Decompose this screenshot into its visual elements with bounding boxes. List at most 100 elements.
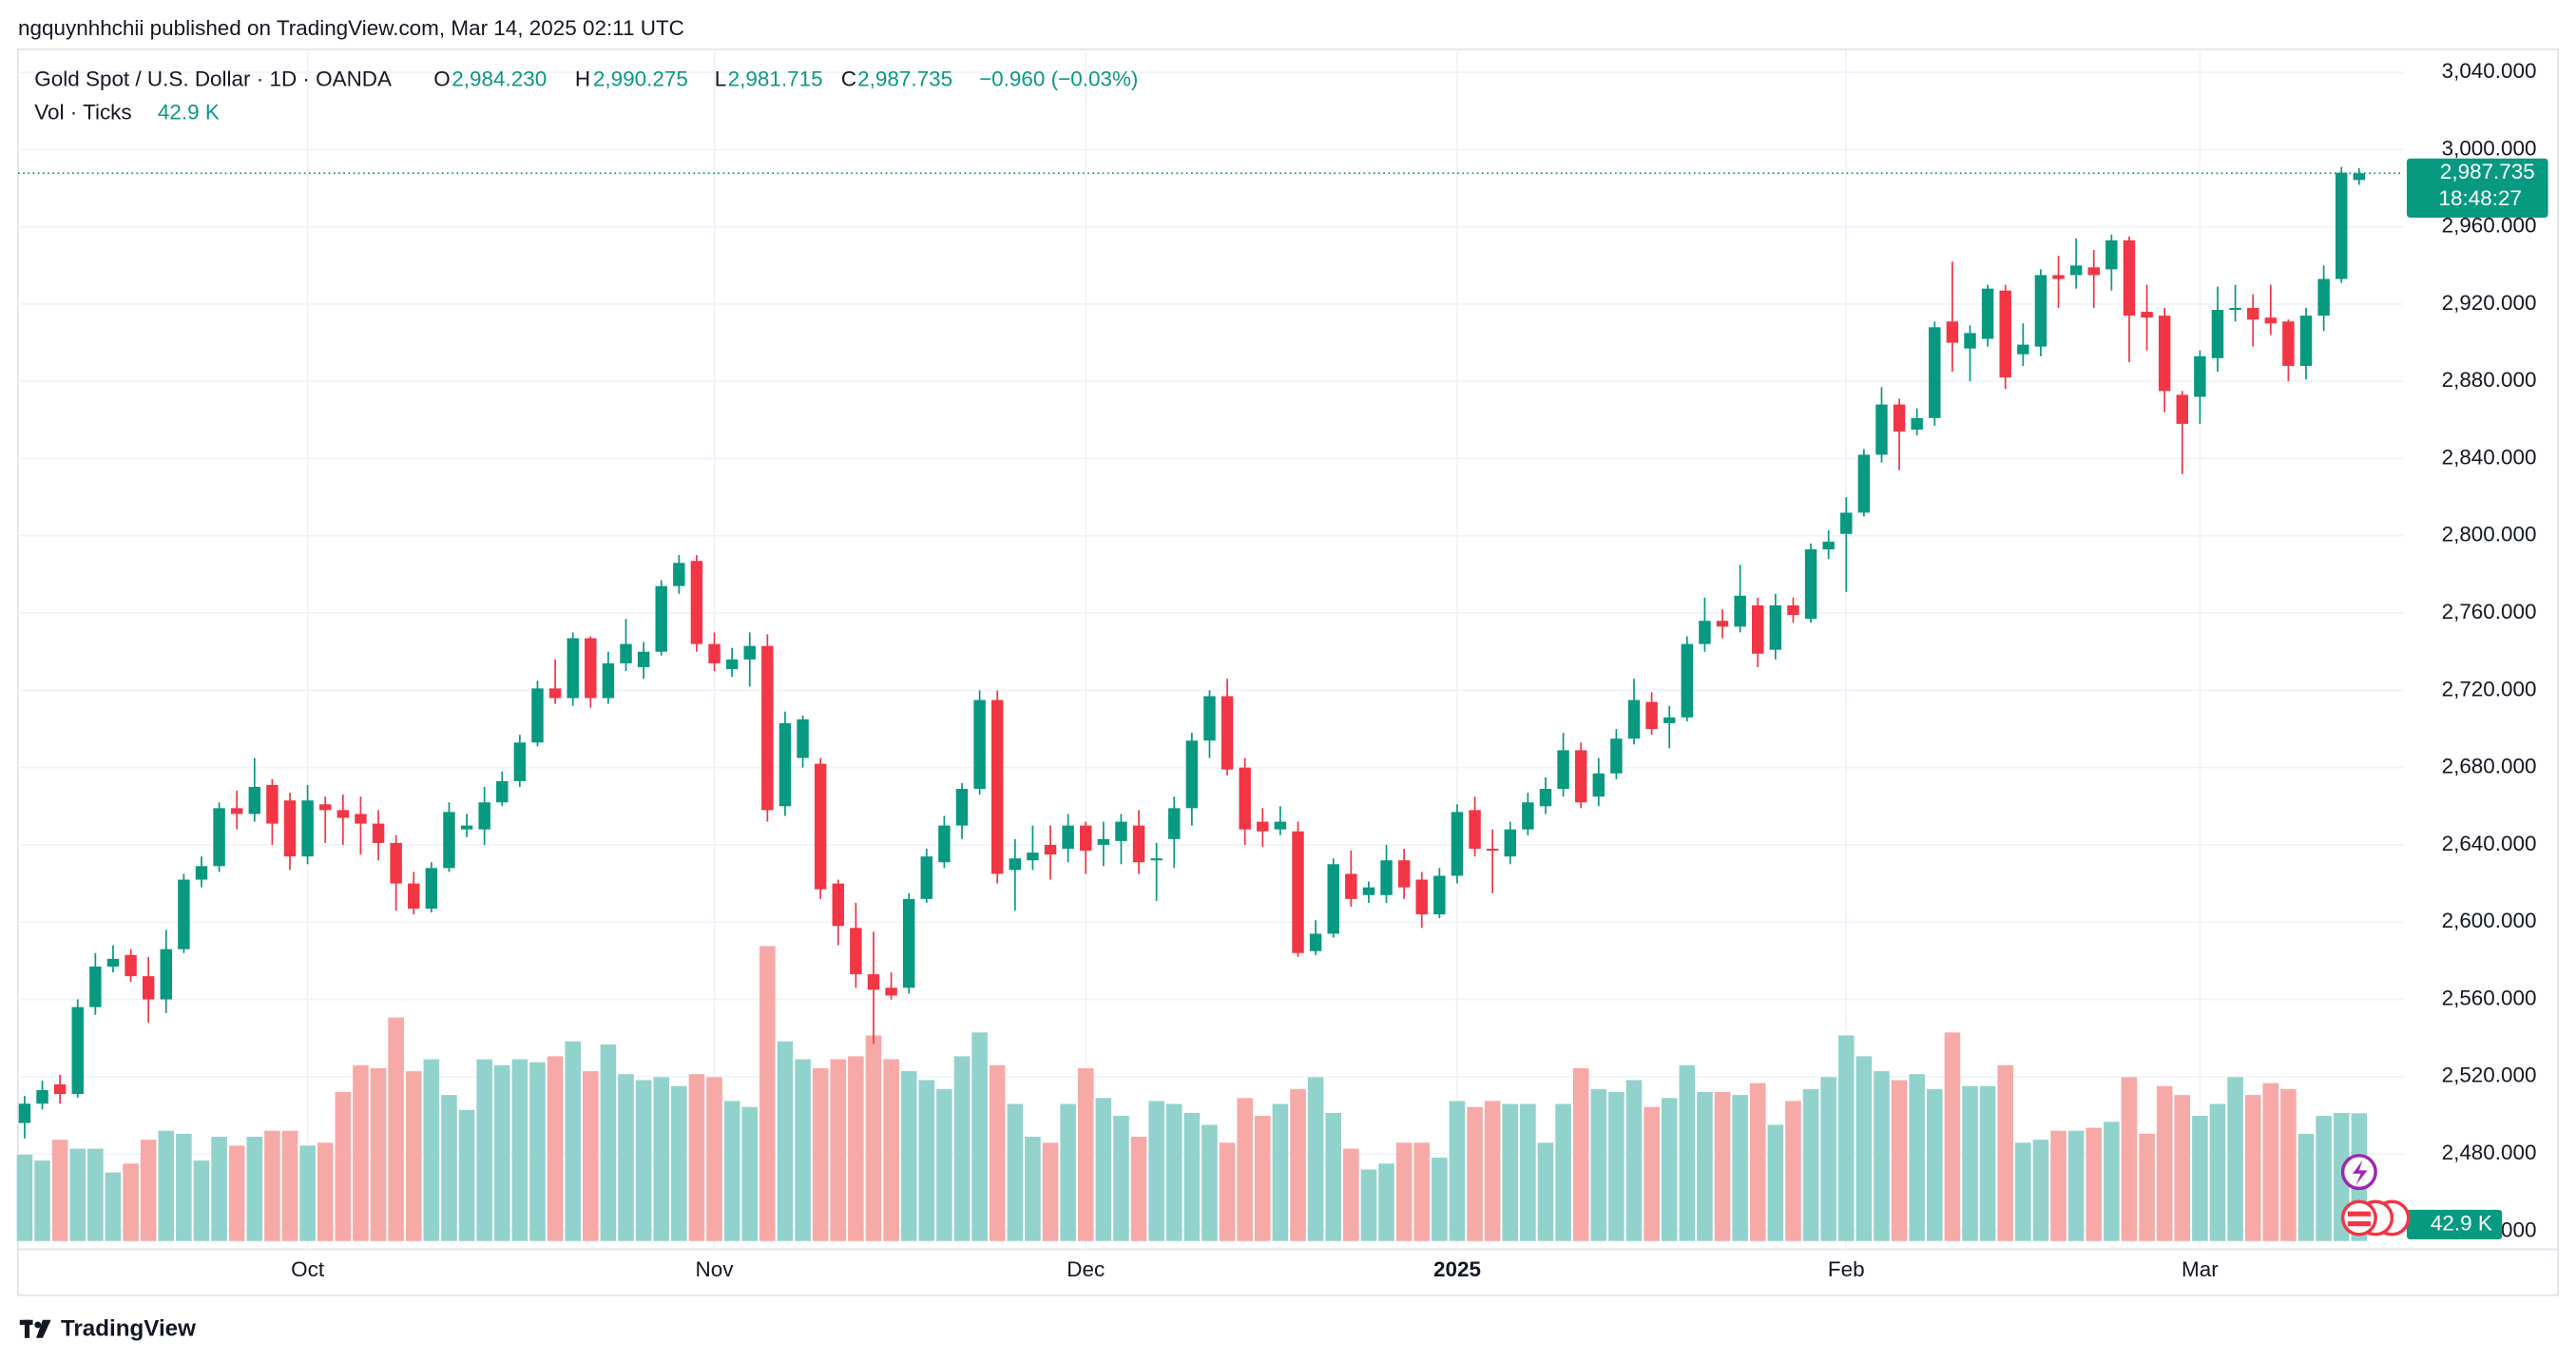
candle-body (725, 659, 739, 670)
candle-body (2052, 275, 2065, 279)
volume-bar (1307, 1077, 1324, 1241)
candle-body (2246, 307, 2259, 320)
volume-bar (1979, 1085, 1996, 1241)
candle-body (53, 1083, 67, 1095)
candle-body (1627, 700, 1641, 739)
candle-body (1292, 831, 1304, 953)
volume-bar (1113, 1116, 1129, 1241)
candle-body (850, 928, 862, 975)
volume-bar (2297, 1133, 2315, 1241)
volume-bar (2316, 1116, 2332, 1241)
candle-body (18, 1103, 31, 1123)
volume-bar (1095, 1098, 1112, 1241)
ohlc-value: 2,990.275 (593, 67, 688, 91)
candle-body (1539, 789, 1552, 807)
volume-bar (1767, 1124, 1784, 1241)
volume-bar (1378, 1163, 1394, 1241)
y-tick-label: 2,920.000 (2442, 291, 2537, 315)
candle-body (1168, 808, 1181, 839)
volume-bar (1042, 1142, 1059, 1241)
volume-bar (16, 1154, 33, 1241)
ohlc-key: O (433, 67, 450, 91)
candle-body (1309, 933, 1322, 951)
price-badge-label: 2,987.735 (2440, 160, 2535, 183)
candle-body (1981, 288, 1994, 339)
candle-body (1557, 750, 1569, 790)
volume-bar (281, 1130, 298, 1241)
candle-body (195, 866, 208, 880)
x-tick-label: Mar (2182, 1257, 2219, 1281)
candle-body (372, 823, 385, 843)
candle-body (142, 976, 155, 1000)
volume-bar (2032, 1140, 2049, 1241)
volume-bar (1025, 1137, 1041, 1241)
candle-body (1203, 696, 1216, 741)
candle-body (955, 789, 969, 826)
y-tick-label: 2,800.000 (2442, 523, 2537, 546)
candle-body (1522, 802, 1534, 830)
volume-bar (2156, 1085, 2173, 1241)
volume-bar (1432, 1157, 1448, 1241)
candle-body (690, 561, 703, 644)
volume-bar (1130, 1137, 1147, 1241)
candle-body (2069, 265, 2083, 276)
volume-bar (848, 1056, 864, 1241)
candle-body (283, 800, 297, 857)
candle-body (1150, 858, 1163, 861)
volume-bar (1449, 1101, 1466, 1241)
candle-body (1451, 812, 1464, 876)
volume-bar (1944, 1032, 1961, 1241)
candle-body (2123, 240, 2136, 316)
volume-bar (1360, 1169, 1377, 1241)
volume-bar (2244, 1095, 2261, 1241)
volume-bar (706, 1077, 722, 1241)
volume-bar (87, 1148, 104, 1241)
candle-body (1221, 696, 1234, 770)
candle-body (1822, 541, 1835, 550)
candle-body (2017, 344, 2029, 355)
candle-body (1875, 404, 1888, 455)
candle-body (266, 784, 279, 824)
price-badge (2406, 158, 2548, 218)
candle-body (2336, 172, 2348, 279)
volume-bar (582, 1071, 599, 1241)
candle-body (885, 987, 897, 996)
candle-body (1097, 838, 1110, 845)
volume-bar (1343, 1148, 1359, 1241)
ohlc-key: H (575, 67, 590, 91)
ohlc-key: L (715, 67, 726, 91)
candle-body (1929, 327, 1941, 418)
volume-title: Vol · Ticks (34, 100, 131, 124)
candle-body (920, 856, 933, 899)
candle-body (2229, 307, 2241, 311)
volume-bar (1962, 1085, 1978, 1241)
candle-body (1274, 821, 1287, 830)
volume-bar (388, 1017, 404, 1241)
volume-bar (635, 1080, 652, 1241)
price-countdown: 18:48:27 (2439, 186, 2522, 210)
volume-bar (671, 1085, 687, 1241)
candle-body (336, 810, 350, 818)
candle-body (1911, 417, 1923, 431)
ohlc-value: 2,984.230 (452, 67, 547, 91)
candle-body (2158, 316, 2171, 392)
volume-bar (2262, 1083, 2279, 1241)
volume-bar (2086, 1127, 2103, 1241)
candle-body (1504, 829, 1516, 857)
volume-bar (1874, 1071, 1890, 1241)
candle-body (1663, 717, 1676, 723)
candle-body (585, 638, 597, 699)
volume-bar (476, 1059, 492, 1241)
volume-bar (547, 1056, 564, 1241)
x-tick-label: Oct (291, 1257, 325, 1281)
volume-bar (936, 1088, 952, 1241)
volume-bar (211, 1137, 227, 1241)
candle-body (443, 812, 455, 869)
y-tick-label: 2,680.000 (2442, 755, 2537, 778)
candle-body (637, 651, 650, 667)
volume-bar (2104, 1121, 2120, 1241)
candle-body (2211, 310, 2224, 358)
candle-body (2299, 316, 2313, 366)
candle-body (460, 825, 473, 830)
volume-bar (1997, 1064, 2014, 1241)
